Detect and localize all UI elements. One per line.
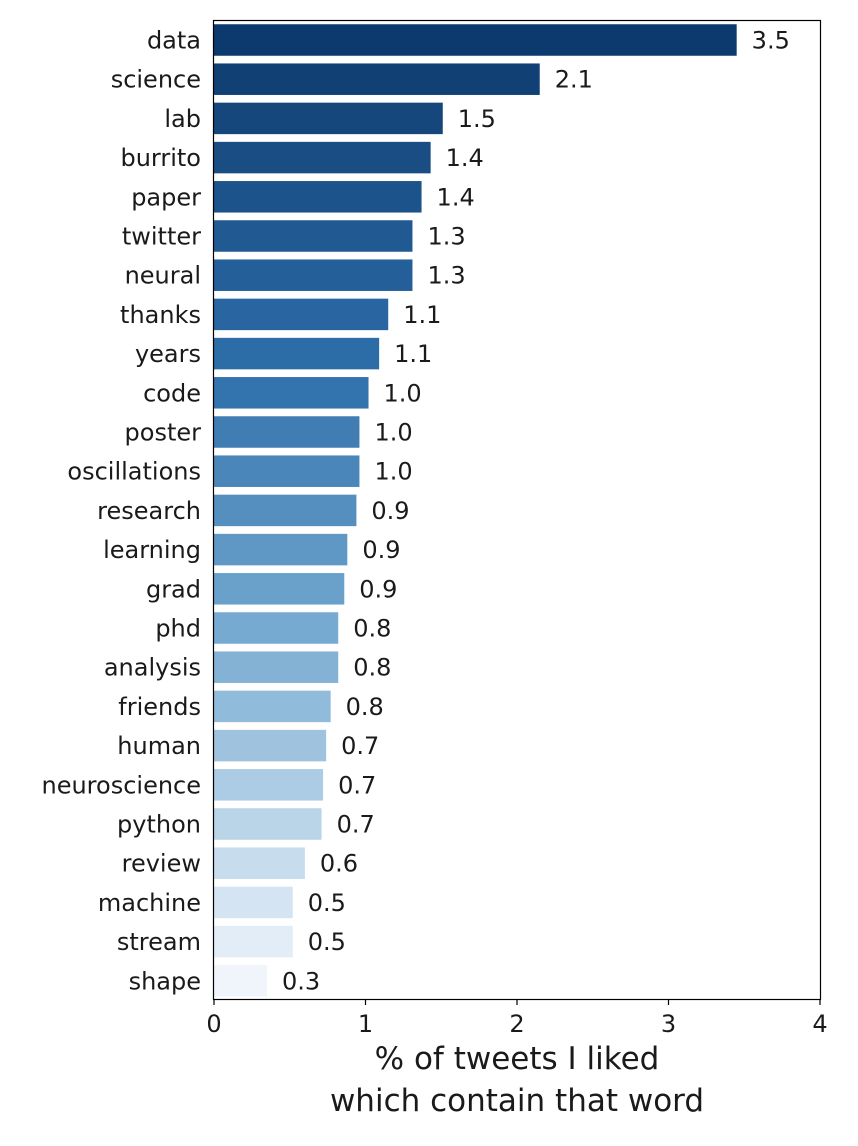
value-label-learning: 0.9 — [362, 536, 400, 564]
bars-group — [214, 24, 737, 997]
value-label-oscillations: 1.0 — [374, 458, 412, 486]
x-axis-label-line-1: % of tweets I liked — [375, 1041, 660, 1077]
value-label-stream: 0.5 — [308, 928, 346, 956]
bar-learning — [214, 533, 348, 566]
bar-data — [214, 24, 737, 56]
x-tick-label-0: 0 — [206, 1010, 221, 1038]
value-label-friends: 0.8 — [346, 693, 384, 721]
category-label-twitter: twitter — [122, 223, 201, 251]
category-label-learning: learning — [103, 536, 201, 564]
category-label-shape: shape — [129, 967, 201, 995]
category-labels-group: data science lab burrito paper twitter neural t… — [41, 27, 201, 996]
bar-human — [214, 729, 327, 762]
value-label-burrito: 1.4 — [446, 144, 484, 172]
x-tick-label-1: 1 — [358, 1010, 373, 1038]
value-label-human: 0.7 — [341, 732, 379, 760]
value-label-thanks: 1.1 — [403, 301, 441, 329]
value-label-shape: 0.3 — [282, 967, 320, 995]
category-label-thanks: thanks — [120, 301, 201, 329]
bar-lab — [214, 102, 443, 135]
category-label-research: research — [97, 497, 201, 525]
value-label-science: 2.1 — [555, 66, 593, 94]
value-label-review: 0.6 — [320, 850, 358, 878]
bar-code — [214, 377, 369, 409]
value-label-research: 0.9 — [371, 497, 409, 525]
bar-phd — [214, 612, 339, 644]
category-label-grad: grad — [146, 575, 201, 603]
bar-science — [214, 63, 540, 95]
value-label-machine: 0.5 — [308, 889, 346, 917]
category-label-years: years — [135, 340, 201, 368]
bar-paper — [214, 181, 422, 213]
x-tick-label-2: 2 — [509, 1010, 524, 1038]
category-label-code: code — [143, 379, 201, 407]
bar-analysis — [214, 651, 339, 683]
bar-twitter — [214, 220, 413, 252]
category-label-stream: stream — [117, 928, 201, 956]
bar-burrito — [214, 141, 431, 174]
value-label-years: 1.1 — [394, 340, 432, 368]
bar-shape — [214, 965, 268, 997]
x-tick-label-3: 3 — [661, 1010, 676, 1038]
category-label-data: data — [147, 27, 201, 55]
category-label-python: python — [117, 811, 201, 839]
x-axis-ticks-group: 0 1 2 3 4 — [206, 999, 828, 1038]
value-label-python: 0.7 — [337, 811, 375, 839]
value-labels-group: 3.5 2.1 1.5 1.4 1.4 1.3 1.3 1.1 1.1 1.0 1.0 1.0 0.9 0… — [282, 27, 790, 996]
value-label-poster: 1.0 — [374, 419, 412, 447]
x-tick-label-4: 4 — [812, 1010, 827, 1038]
category-label-neuroscience: neuroscience — [41, 771, 201, 799]
value-label-phd: 0.8 — [353, 615, 391, 643]
category-label-burrito: burrito — [120, 144, 201, 172]
bar-stream — [214, 925, 293, 958]
bar-machine — [214, 886, 293, 919]
bar-python — [214, 808, 322, 840]
category-label-paper: paper — [131, 183, 201, 211]
value-label-neuroscience: 0.7 — [338, 771, 376, 799]
category-label-phd: phd — [155, 615, 201, 643]
category-label-friends: friends — [118, 693, 201, 721]
value-label-neural: 1.3 — [427, 262, 465, 290]
value-label-lab: 1.5 — [458, 105, 496, 133]
bar-review — [214, 847, 305, 879]
bar-poster — [214, 416, 360, 448]
category-label-analysis: analysis — [104, 654, 201, 682]
category-label-review: review — [122, 850, 201, 878]
category-label-human: human — [117, 732, 201, 760]
bar-research — [214, 494, 357, 527]
category-label-science: science — [111, 66, 201, 94]
category-label-lab: lab — [164, 105, 201, 133]
bar-years — [214, 337, 380, 370]
x-axis-label-line-2: which contain that word — [330, 1083, 704, 1119]
value-label-data: 3.5 — [752, 27, 790, 55]
bar-grad — [214, 573, 345, 605]
bar-thanks — [214, 298, 389, 331]
category-label-poster: poster — [125, 419, 202, 447]
bar-neural — [214, 259, 413, 291]
category-label-neural: neural — [125, 262, 201, 290]
value-label-grad: 0.9 — [359, 575, 397, 603]
value-label-analysis: 0.8 — [353, 654, 391, 682]
category-label-machine: machine — [98, 889, 201, 917]
value-label-paper: 1.4 — [437, 183, 475, 211]
bar-friends — [214, 690, 331, 723]
category-label-oscillations: oscillations — [67, 458, 201, 486]
value-label-code: 1.0 — [384, 379, 422, 407]
bar-oscillations — [214, 455, 360, 487]
value-label-twitter: 1.3 — [427, 223, 465, 251]
bar-neuroscience — [214, 769, 324, 801]
